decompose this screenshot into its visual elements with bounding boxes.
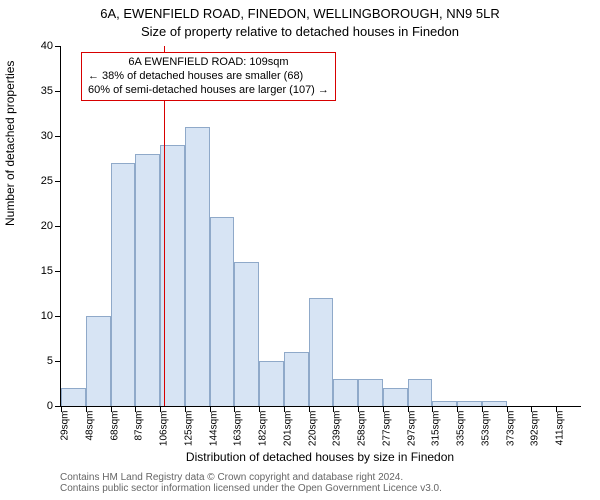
x-tick-label: 277sqm <box>381 411 392 447</box>
y-tick <box>55 361 61 362</box>
y-tick-label: 10 <box>27 310 53 322</box>
x-tick-label: 144sqm <box>208 411 219 447</box>
y-axis-label: Number of detached properties <box>3 61 17 226</box>
histogram-bar <box>482 401 507 406</box>
histogram-bar <box>284 352 309 406</box>
x-tick-label: 373sqm <box>505 411 516 447</box>
histogram-bar <box>61 388 86 406</box>
y-tick-label: 35 <box>27 85 53 97</box>
histogram-bar <box>457 401 482 406</box>
attribution-footer: Contains HM Land Registry data © Crown c… <box>60 472 580 494</box>
histogram-bar <box>135 154 160 406</box>
histogram-bar <box>210 217 235 406</box>
histogram-bar <box>432 401 457 406</box>
histogram-bar <box>86 316 111 406</box>
y-tick-label: 25 <box>27 175 53 187</box>
footer-line1: Contains HM Land Registry data © Crown c… <box>60 472 580 483</box>
chart-title-line2: Size of property relative to detached ho… <box>0 24 600 39</box>
x-tick-label: 411sqm <box>555 411 566 446</box>
histogram-bar <box>358 379 383 406</box>
x-tick-label: 29sqm <box>60 411 71 441</box>
x-tick-label: 335sqm <box>456 411 467 447</box>
histogram-bar <box>309 298 334 406</box>
histogram-bar <box>185 127 210 406</box>
footer-line2: Contains public sector information licen… <box>60 483 580 494</box>
x-tick-label: 106sqm <box>159 411 170 447</box>
x-tick-label: 48sqm <box>84 411 95 441</box>
y-tick-label: 0 <box>27 400 53 412</box>
chart-title-line1: 6A, EWENFIELD ROAD, FINEDON, WELLINGBORO… <box>0 6 600 21</box>
histogram-bar <box>408 379 433 406</box>
y-tick <box>55 181 61 182</box>
y-tick <box>55 271 61 272</box>
chart-container: 6A, EWENFIELD ROAD, FINEDON, WELLINGBORO… <box>0 0 600 500</box>
x-tick-label: 125sqm <box>183 411 194 447</box>
x-tick-label: 239sqm <box>332 411 343 447</box>
histogram-bar <box>383 388 408 406</box>
y-tick <box>55 136 61 137</box>
x-axis-label: Distribution of detached houses by size … <box>60 450 580 464</box>
y-tick <box>55 316 61 317</box>
x-tick-label: 315sqm <box>431 411 442 447</box>
x-tick-label: 220sqm <box>307 411 318 447</box>
y-tick-label: 30 <box>27 130 53 142</box>
y-tick <box>55 226 61 227</box>
histogram-bar <box>234 262 259 406</box>
x-tick-label: 392sqm <box>530 411 541 447</box>
y-tick-label: 20 <box>27 220 53 232</box>
histogram-bar <box>333 379 358 406</box>
x-tick-label: 201sqm <box>282 411 293 447</box>
x-tick-label: 68sqm <box>109 411 120 441</box>
x-tick-label: 258sqm <box>357 411 368 447</box>
annotation-line: 6A EWENFIELD ROAD: 109sqm <box>88 56 329 70</box>
plot-area: 051015202530354029sqm48sqm68sqm87sqm106s… <box>60 46 581 407</box>
annotation-box: 6A EWENFIELD ROAD: 109sqm← 38% of detach… <box>81 52 336 101</box>
annotation-line: 60% of semi-detached houses are larger (… <box>88 84 329 98</box>
y-tick-label: 15 <box>27 265 53 277</box>
y-tick-label: 40 <box>27 40 53 52</box>
y-tick <box>55 91 61 92</box>
x-tick-label: 353sqm <box>480 411 491 447</box>
x-tick-label: 297sqm <box>406 411 417 447</box>
y-tick <box>55 46 61 47</box>
y-tick-label: 5 <box>27 355 53 367</box>
x-tick-label: 182sqm <box>258 411 269 447</box>
histogram-bar <box>259 361 284 406</box>
x-tick-label: 87sqm <box>134 411 145 441</box>
annotation-line: ← 38% of detached houses are smaller (68… <box>88 70 329 84</box>
x-tick-label: 163sqm <box>233 411 244 447</box>
histogram-bar <box>111 163 136 406</box>
